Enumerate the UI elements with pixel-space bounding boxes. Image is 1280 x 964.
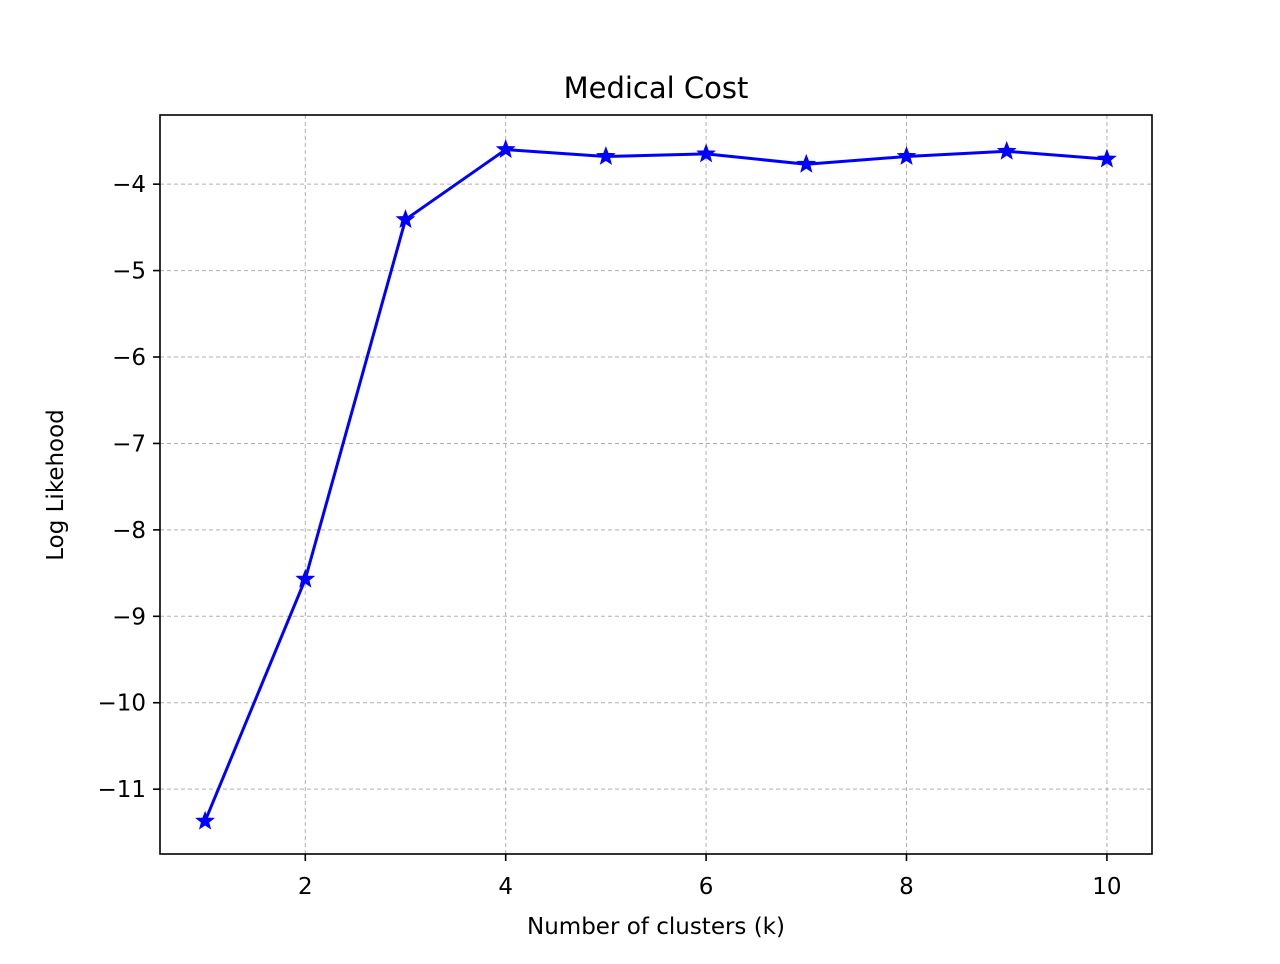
y-tick-label: −11 (97, 777, 146, 803)
data-point-marker (395, 209, 416, 229)
ticks: 2 4 6 8 10 −11 −10 −9 −8 −7 −6 −5 −4 (97, 172, 1121, 900)
y-tick-label: −7 (112, 431, 146, 457)
data-point-marker (295, 568, 316, 588)
series-group (195, 139, 1117, 830)
y-tick-label: −4 (112, 172, 146, 198)
data-point-marker (495, 139, 516, 158)
data-point-marker (796, 153, 817, 173)
y-tick-label: −8 (112, 518, 146, 544)
data-point-marker (696, 143, 717, 163)
x-tick-label: 4 (498, 874, 513, 900)
x-tick-label: 6 (699, 874, 714, 900)
grid (160, 115, 1152, 854)
plot-frame (159, 114, 1153, 855)
y-axis-label: Log Likehood (43, 409, 69, 561)
y-tick-label: −5 (112, 259, 146, 285)
data-point-marker (896, 146, 917, 165)
x-axis-label: Number of clusters (k) (527, 914, 785, 940)
x-tick-label: 8 (899, 874, 914, 900)
data-point-marker (595, 146, 616, 165)
series-line (203, 148, 1108, 822)
y-tick-label: −6 (112, 345, 146, 371)
data-point-marker (195, 810, 215, 830)
data-point-marker (996, 140, 1017, 160)
y-tick-label: −9 (112, 604, 146, 630)
chart-title: Medical Cost (564, 71, 749, 105)
y-tick-label: −10 (97, 691, 146, 717)
x-tick-label: 2 (298, 874, 313, 900)
x-tick-label: 10 (1092, 874, 1121, 900)
data-point-marker (1096, 148, 1117, 168)
